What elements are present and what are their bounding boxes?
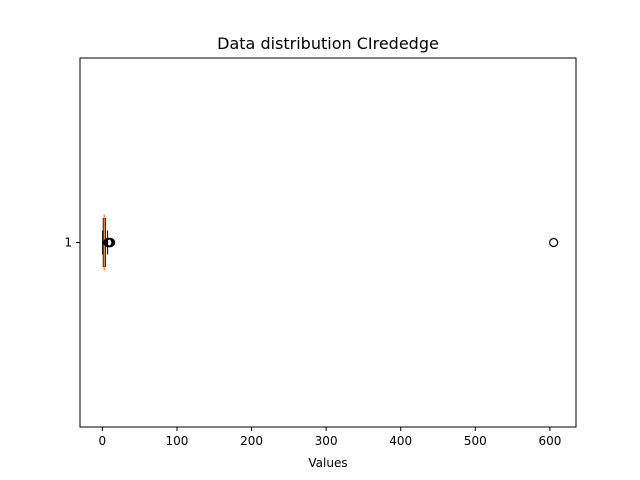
y-axis: 1 bbox=[64, 236, 80, 250]
x-tick-label: 300 bbox=[315, 434, 338, 448]
plot-frame bbox=[79, 57, 577, 428]
plot-area bbox=[102, 214, 559, 271]
y-tick-label: 1 bbox=[64, 236, 72, 250]
x-tick-label: 400 bbox=[389, 434, 412, 448]
x-tick-label: 100 bbox=[166, 434, 189, 448]
chart-title: Data distribution CIrededge bbox=[217, 34, 439, 53]
x-tick-label: 200 bbox=[240, 434, 263, 448]
box-group bbox=[102, 214, 559, 271]
x-axis-label: Values bbox=[308, 456, 347, 470]
x-tick-label: 0 bbox=[99, 434, 107, 448]
outlier-point bbox=[105, 237, 116, 248]
outlier-point bbox=[549, 237, 559, 248]
x-tick-label: 600 bbox=[538, 434, 561, 448]
x-tick-label: 500 bbox=[464, 434, 487, 448]
x-axis: 0 100 200 300 400 500 600 bbox=[99, 427, 561, 448]
